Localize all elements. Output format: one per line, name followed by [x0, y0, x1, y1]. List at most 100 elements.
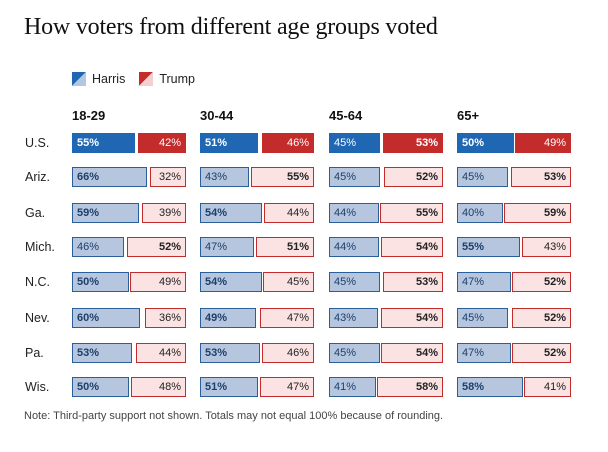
bar-7-2: 41% 58%: [329, 377, 443, 397]
harris-segment: 45%: [457, 167, 508, 187]
row-label-2: Ga.: [25, 206, 46, 220]
trump-segment: 44%: [264, 203, 314, 223]
trump-segment: 49%: [130, 272, 186, 292]
trump-segment: 46%: [262, 133, 314, 153]
row-label-4: N.C.: [25, 275, 50, 289]
bar-4-2: 45% 53%: [329, 272, 443, 292]
legend-item-harris: Harris: [72, 72, 125, 86]
harris-segment: 46%: [72, 237, 124, 257]
harris-segment: 60%: [72, 308, 140, 328]
bar-3-1: 47% 51%: [200, 237, 314, 257]
harris-segment: 45%: [329, 167, 380, 187]
bar-6-0: 53% 44%: [72, 343, 186, 363]
trump-segment: 53%: [383, 272, 443, 292]
bar-4-0: 50% 49%: [72, 272, 186, 292]
bar-4-1: 54% 45%: [200, 272, 314, 292]
harris-segment: 43%: [329, 308, 378, 328]
harris-segment: 54%: [200, 272, 262, 292]
bar-2-1: 54% 44%: [200, 203, 314, 223]
trump-segment: 58%: [377, 377, 443, 397]
trump-segment: 49%: [515, 133, 571, 153]
trump-segment: 59%: [504, 203, 571, 223]
harris-segment: 66%: [72, 167, 147, 187]
bar-0-0: 55% 42%: [72, 133, 186, 153]
harris-segment: 45%: [329, 133, 380, 153]
trump-segment: 52%: [512, 308, 571, 328]
harris-segment: 55%: [457, 237, 520, 257]
harris-segment: 45%: [329, 343, 380, 363]
harris-segment: 44%: [329, 203, 379, 223]
footnote: Note: Third-party support not shown. Tot…: [24, 410, 444, 422]
harris-segment: 41%: [329, 377, 376, 397]
column-header-0: 18-29: [72, 108, 106, 123]
harris-swatch: [72, 72, 86, 86]
harris-segment: 45%: [329, 272, 380, 292]
column-header-3: 65+: [457, 108, 480, 123]
bar-5-3: 45% 52%: [457, 308, 571, 328]
row-label-5: Nev.: [25, 311, 50, 325]
trump-segment: 53%: [511, 167, 571, 187]
bar-6-3: 47% 52%: [457, 343, 571, 363]
chart-title: How voters from different age groups vot…: [24, 14, 438, 40]
harris-segment: 40%: [457, 203, 503, 223]
trump-segment: 55%: [251, 167, 314, 187]
trump-segment: 32%: [150, 167, 186, 187]
bar-7-3: 58% 41%: [457, 377, 571, 397]
bar-2-3: 40% 59%: [457, 203, 571, 223]
column-header-2: 45-64: [329, 108, 363, 123]
bar-5-0: 60% 36%: [72, 308, 186, 328]
bar-7-0: 50% 48%: [72, 377, 186, 397]
legend: Harris Trump: [72, 72, 209, 86]
row-label-0: U.S.: [25, 136, 50, 150]
harris-segment: 53%: [72, 343, 132, 363]
harris-segment: 59%: [72, 203, 139, 223]
trump-segment: 48%: [131, 377, 186, 397]
harris-segment: 43%: [200, 167, 249, 187]
harris-segment: 45%: [457, 308, 508, 328]
bar-1-1: 43% 55%: [200, 167, 314, 187]
column-header-1: 30-44: [200, 108, 234, 123]
trump-segment: 54%: [381, 308, 443, 328]
trump-segment: 43%: [522, 237, 571, 257]
bar-3-2: 44% 54%: [329, 237, 443, 257]
trump-segment: 52%: [384, 167, 443, 187]
trump-segment: 45%: [263, 272, 314, 292]
trump-segment: 52%: [127, 237, 186, 257]
bar-3-0: 46% 52%: [72, 237, 186, 257]
row-label-3: Mich.: [25, 240, 55, 254]
legend-item-trump: Trump: [139, 72, 195, 86]
trump-segment: 39%: [142, 203, 186, 223]
harris-segment: 53%: [200, 343, 260, 363]
harris-segment: 49%: [200, 308, 256, 328]
harris-segment: 47%: [200, 237, 254, 257]
bar-6-1: 53% 46%: [200, 343, 314, 363]
harris-segment: 54%: [200, 203, 262, 223]
harris-segment: 58%: [457, 377, 523, 397]
bar-2-2: 44% 55%: [329, 203, 443, 223]
trump-segment: 52%: [512, 343, 571, 363]
legend-label-harris: Harris: [92, 72, 126, 86]
harris-segment: 50%: [72, 272, 129, 292]
trump-segment: 41%: [524, 377, 571, 397]
trump-segment: 51%: [256, 237, 314, 257]
trump-segment: 52%: [512, 272, 571, 292]
trump-segment: 55%: [380, 203, 443, 223]
trump-segment: 54%: [381, 237, 443, 257]
bar-5-2: 43% 54%: [329, 308, 443, 328]
bar-1-2: 45% 52%: [329, 167, 443, 187]
row-label-7: Wis.: [25, 380, 50, 394]
bar-5-1: 49% 47%: [200, 308, 314, 328]
trump-segment: 44%: [136, 343, 186, 363]
harris-segment: 47%: [457, 272, 511, 292]
bar-1-0: 66% 32%: [72, 167, 186, 187]
legend-label-trump: Trump: [159, 72, 195, 86]
harris-segment: 55%: [72, 133, 135, 153]
harris-segment: 44%: [329, 237, 379, 257]
trump-segment: 47%: [260, 377, 314, 397]
trump-swatch: [139, 72, 154, 86]
bar-6-2: 45% 54%: [329, 343, 443, 363]
trump-segment: 47%: [260, 308, 314, 328]
bar-7-1: 51% 47%: [200, 377, 314, 397]
harris-segment: 50%: [72, 377, 129, 397]
bar-0-3: 50% 49%: [457, 133, 571, 153]
